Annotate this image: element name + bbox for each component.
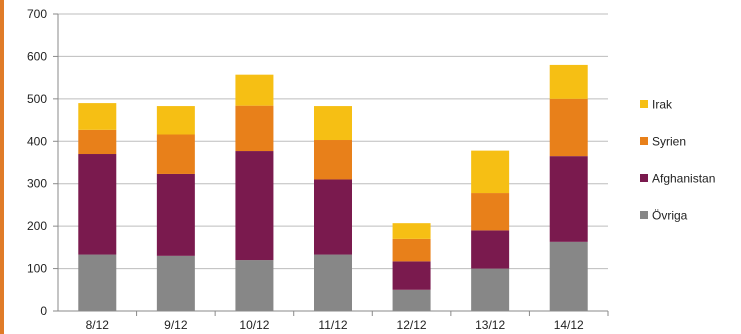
bar-segment-afghanistan-3 (314, 179, 352, 255)
bar-segment-irak-4 (392, 223, 431, 239)
x-tick-label: 11/12 (318, 318, 347, 332)
bar-segment-afghanistan-5 (471, 230, 510, 269)
x-tick-label: 14/12 (554, 318, 584, 332)
x-tick-label: 13/12 (475, 318, 505, 332)
legend-swatch-övriga (640, 211, 648, 219)
y-axis-ticks: 0 100 200 300 400 500 600 700 (27, 7, 58, 318)
bar-segment-övriga-5 (471, 268, 510, 311)
bar-segment-övriga-4 (392, 289, 431, 311)
left-accent-border (0, 0, 4, 334)
legend: Irak Syrien Afghanistan Övriga (640, 98, 715, 223)
legend-swatch-irak (640, 100, 648, 108)
bar-segment-afghanistan-4 (392, 261, 431, 290)
bar-segment-afghanistan-2 (235, 151, 274, 261)
y-tick-label: 0 (40, 304, 47, 318)
legend-swatch-afghanistan (640, 174, 648, 182)
bar-segment-irak-3 (314, 106, 352, 141)
bar-segment-syrien-1 (156, 134, 195, 174)
legend-label-syrien: Syrien (652, 135, 686, 149)
y-tick-label: 400 (27, 134, 47, 148)
y-tick-label: 300 (27, 177, 47, 191)
bar-segment-afghanistan-0 (78, 154, 117, 255)
bar-segment-övriga-1 (156, 255, 195, 311)
bar-segment-syrien-0 (78, 129, 117, 155)
bar-segment-irak-0 (78, 103, 117, 130)
y-tick-label: 500 (27, 92, 47, 106)
gridlines (58, 13, 608, 270)
bar-segment-irak-1 (156, 106, 195, 135)
bar-segment-övriga-3 (314, 254, 352, 311)
bar-segment-syrien-2 (235, 105, 274, 152)
bar-segment-syrien-3 (314, 140, 352, 180)
legend-label-övriga: Övriga (652, 209, 688, 223)
bars (78, 64, 588, 311)
bar-segment-syrien-5 (471, 193, 510, 231)
x-axis-ticks: 8/12 9/12 10/12 11/12 12/12 13/12 14/12 (86, 311, 609, 332)
x-tick-label: 12/12 (397, 318, 427, 332)
bar-segment-syrien-4 (392, 238, 431, 262)
legend-label-irak: Irak (652, 98, 673, 112)
bar-segment-irak-2 (235, 74, 274, 106)
y-tick-label: 600 (27, 49, 47, 63)
bar-segment-syrien-6 (549, 98, 588, 157)
legend-label-afghanistan: Afghanistan (652, 172, 715, 186)
bar-segment-irak-6 (549, 64, 588, 99)
bar-segment-irak-5 (471, 150, 510, 194)
y-tick-label: 100 (27, 262, 47, 276)
y-tick-label: 200 (27, 219, 47, 233)
axes (57, 14, 608, 312)
x-tick-label: 10/12 (239, 318, 269, 332)
x-tick-label: 8/12 (86, 318, 110, 332)
y-tick-label: 700 (27, 7, 47, 21)
bar-segment-övriga-6 (549, 241, 588, 311)
bar-segment-afghanistan-6 (549, 156, 588, 242)
x-tick-label: 9/12 (164, 318, 188, 332)
bar-segment-övriga-0 (78, 254, 117, 311)
bar-segment-afghanistan-1 (156, 173, 195, 256)
bar-segment-övriga-2 (235, 260, 274, 311)
legend-swatch-syrien (640, 137, 648, 145)
